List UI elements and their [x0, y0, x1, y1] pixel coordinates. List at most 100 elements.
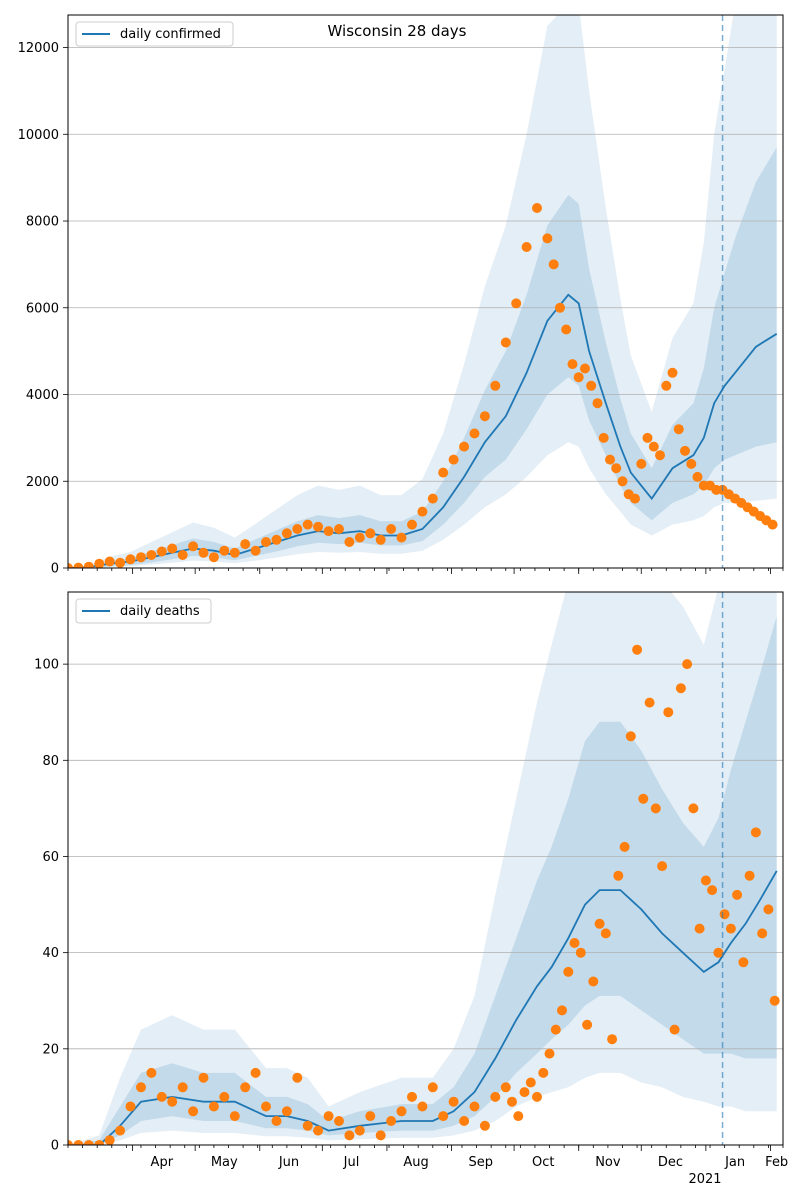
- data-point: [563, 966, 574, 977]
- data-point: [292, 1072, 303, 1083]
- data-point: [750, 827, 761, 838]
- data-point: [136, 1082, 146, 1093]
- data-point: [521, 242, 532, 252]
- data-point: [386, 1116, 397, 1126]
- legend-label-daily-confirmed: daily confirmed: [120, 27, 221, 42]
- data-point: [490, 1091, 501, 1102]
- data-point: [240, 539, 251, 550]
- data-point: [146, 550, 157, 560]
- y-tick-label: 0: [51, 1139, 59, 1154]
- data-point: [713, 947, 724, 958]
- y-tick-label: 4000: [26, 388, 59, 403]
- x-tick-label: Jun: [278, 1155, 299, 1170]
- data-point: [271, 534, 282, 545]
- data-point: [459, 441, 470, 452]
- data-point: [115, 1125, 126, 1136]
- x-axis-labels: Apr May Jun Jul Aug Sep Oct Nov Dec Jan Feb: [151, 1155, 789, 1170]
- data-point: [313, 1125, 324, 1136]
- data-point: [354, 1125, 365, 1136]
- data-point: [292, 524, 303, 534]
- x-tick-label: Sep: [468, 1155, 493, 1170]
- data-point: [719, 909, 730, 920]
- data-point: [229, 547, 240, 558]
- deaths-grid-layer: [68, 663, 783, 1050]
- data-point: [104, 556, 115, 567]
- x-tick-label: Apr: [151, 1155, 174, 1170]
- data-point: [744, 870, 755, 881]
- data-point: [83, 1140, 94, 1145]
- y-tick-label: 40: [42, 946, 59, 961]
- data-point: [767, 519, 778, 530]
- data-point: [617, 476, 628, 487]
- data-point: [396, 1106, 407, 1117]
- data-point: [281, 528, 292, 539]
- data-point: [229, 1111, 240, 1122]
- data-point: [479, 1120, 490, 1131]
- data-point: [592, 398, 603, 409]
- data-point: [459, 1116, 470, 1126]
- data-point: [694, 923, 705, 934]
- data-point: [580, 363, 590, 374]
- data-point: [575, 947, 586, 958]
- data-point: [544, 1048, 555, 1059]
- data-point: [532, 203, 542, 213]
- data-point: [519, 1087, 530, 1098]
- data-point: [500, 337, 511, 348]
- data-point: [550, 1024, 561, 1035]
- x-tick-label: Aug: [403, 1155, 428, 1170]
- data-point: [417, 1101, 428, 1112]
- data-point: [490, 380, 501, 391]
- data-point: [104, 1135, 115, 1145]
- data-point: [525, 1077, 536, 1088]
- data-point: [692, 471, 703, 482]
- data-point: [469, 428, 480, 439]
- data-point: [94, 1140, 105, 1145]
- legend-label-daily-deaths: daily deaths: [120, 604, 200, 619]
- data-point: [334, 524, 344, 534]
- confirmed-panel: 0 2000 4000 6000 8000 10000 12000 Wisconsin 28…: [18, 14, 784, 577]
- data-point: [469, 1101, 480, 1112]
- y-tick-label: 12000: [18, 41, 59, 56]
- data-point: [417, 506, 428, 517]
- data-point: [598, 432, 609, 443]
- data-point: [334, 1116, 344, 1126]
- data-point: [323, 526, 334, 537]
- y-tick-label: 8000: [26, 215, 59, 230]
- data-point: [407, 519, 417, 530]
- data-point: [240, 1082, 251, 1093]
- data-point: [407, 1091, 417, 1102]
- data-point: [167, 1096, 178, 1107]
- plot-frame: [67, 591, 784, 1146]
- outer-band: [68, 15, 777, 568]
- data-point: [673, 424, 684, 435]
- y-tick-label: 10000: [18, 128, 59, 143]
- data-point: [94, 558, 105, 568]
- confirmed-legend: daily confirmed: [75, 21, 234, 47]
- data-point: [661, 380, 672, 391]
- data-point: [582, 1019, 593, 1030]
- data-point: [725, 923, 736, 934]
- data-point: [630, 493, 640, 504]
- data-point: [607, 1034, 618, 1045]
- confirmed-points-layer: [68, 203, 778, 568]
- data-point: [125, 554, 136, 565]
- data-point: [365, 528, 376, 539]
- data-point: [636, 458, 647, 469]
- data-point: [619, 841, 630, 852]
- data-point: [757, 928, 768, 939]
- data-point: [386, 524, 397, 534]
- data-point: [588, 976, 599, 987]
- data-point: [208, 552, 219, 563]
- data-point: [68, 1140, 73, 1145]
- data-point: [250, 1067, 261, 1078]
- deaths-points-layer: [68, 644, 780, 1145]
- data-point: [302, 519, 313, 530]
- data-point: [663, 707, 674, 718]
- data-point: [763, 904, 774, 915]
- x-tick-label: Oct: [532, 1155, 554, 1170]
- y-tick-label: 6000: [26, 301, 59, 316]
- data-point: [344, 537, 355, 547]
- legend-box: [75, 598, 212, 624]
- data-point: [375, 534, 386, 545]
- data-point: [611, 463, 622, 474]
